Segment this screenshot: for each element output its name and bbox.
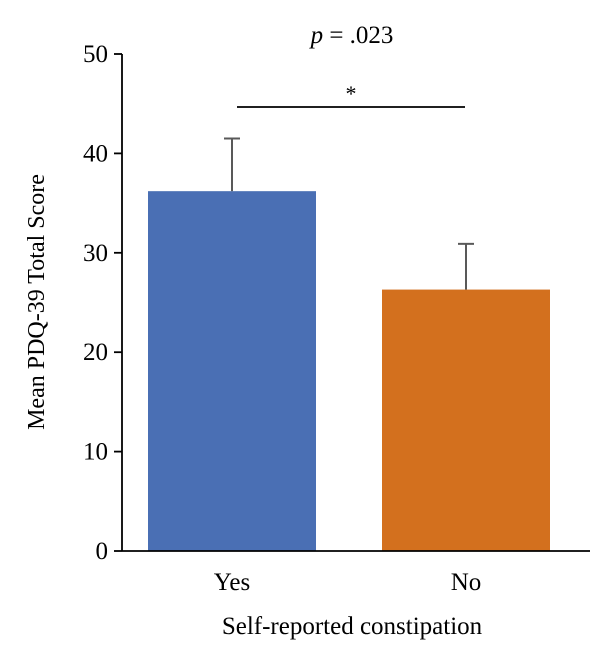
y-tick-label: 10 xyxy=(83,439,108,466)
y-axis-label: Mean PDQ-39 Total Score xyxy=(24,174,50,430)
y-tick-label: 50 xyxy=(83,41,108,68)
y-tick-label: 0 xyxy=(96,538,109,565)
significance-marker: * xyxy=(346,81,357,106)
plot-area: Yes No 0 10 20 30 40 50 xyxy=(83,41,590,596)
y-tick-label: 20 xyxy=(83,339,108,366)
y-tick-label: 40 xyxy=(83,140,108,167)
x-tick-label-no: No xyxy=(451,569,482,596)
p-value-symbol: p xyxy=(309,22,324,49)
bar-yes xyxy=(148,191,316,551)
p-value-annotation: p = .023 xyxy=(309,22,394,49)
p-value-text: = .023 xyxy=(323,22,393,49)
bar-no xyxy=(382,289,550,551)
x-axis-label: Self-reported constipation xyxy=(222,613,483,640)
y-tick-label: 30 xyxy=(83,240,108,267)
x-tick-label-yes: Yes xyxy=(214,569,250,596)
